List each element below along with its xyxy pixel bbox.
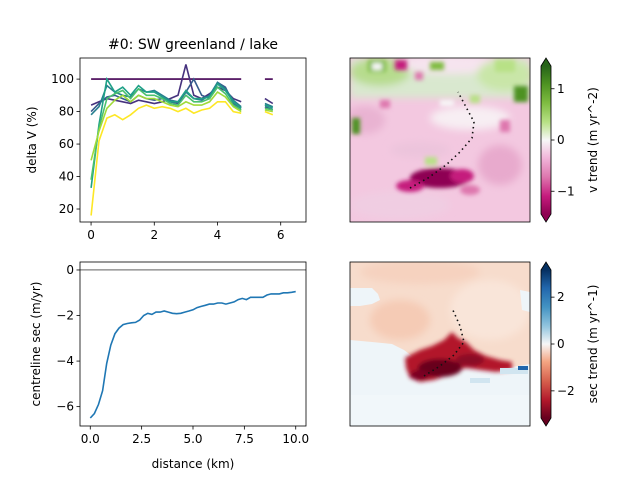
v-trend-colorbar-label: v trend (m yr^-2) — [586, 87, 600, 193]
sec-trend-centreline — [423, 307, 465, 377]
delta-v-series-4 — [90, 76, 242, 188]
centreline-y-tick-label: −2 — [56, 309, 74, 323]
v-trend-colorbar: 1 0 −1 v trend (m yr^-2) — [540, 57, 600, 223]
delta-v-ylabel: delta V (%) — [25, 107, 39, 174]
centreline-x-tick-label: 2.5 — [132, 432, 151, 446]
delta-v-y-tick-label: 40 — [59, 170, 74, 184]
centreline-y-tick-label: −4 — [56, 354, 74, 368]
v-trend-map-frame — [349, 57, 531, 223]
colorbar-tick-label: −2 — [557, 384, 575, 398]
sec-trend-colorbar-label: sec trend (m yr^-1) — [586, 285, 600, 404]
colorbar-tick-label: 0 — [557, 133, 565, 147]
v-trend-map — [350, 58, 530, 222]
delta-v-y-tick-label: 60 — [59, 137, 74, 151]
delta-v-series-group — [90, 64, 274, 216]
delta-v-series-3 — [264, 102, 274, 108]
centreline-x-tick-label: 7.5 — [235, 432, 254, 446]
sec-trend-colorbar: 2 0 −2 sec trend (m yr^-1) — [540, 261, 600, 427]
colorbar-tick-label: −1 — [557, 184, 575, 198]
sec-trend-map-frame — [349, 261, 531, 427]
delta-v-series-6 — [90, 91, 242, 161]
centreline-y-tick-label: 0 — [66, 263, 74, 277]
delta-v-series-4 — [264, 104, 274, 110]
delta-v-y-ticks: 20 40 60 80 100 — [51, 72, 80, 216]
v-trend-map-panel: 1 0 −1 v trend (m yr^-2) — [349, 57, 600, 223]
delta-v-panel: #0: SW greenland / lake 0 2 4 6 20 40 60 80 100… — [25, 37, 307, 242]
delta-v-series-5 — [90, 86, 242, 180]
delta-v-x-tick-label: 4 — [214, 228, 222, 242]
delta-v-y-tick-label: 100 — [51, 72, 74, 86]
centreline-y-tick-label: −6 — [56, 400, 74, 414]
centreline-sec-line — [89, 290, 296, 419]
delta-v-x-tick-label: 0 — [87, 228, 95, 242]
delta-v-x-ticks: 0 2 4 6 — [87, 222, 285, 242]
sec-ice-free-area — [350, 288, 380, 306]
centreline-x-tick-label: 5.0 — [183, 432, 202, 446]
centreline-sec-panel: 0.0 2.5 5.0 7.5 10.0 0 −2 −4 −6 distance (km) c… — [29, 261, 309, 471]
delta-v-y-tick-label: 20 — [59, 202, 74, 216]
centreline-y-ticks: 0 −2 −4 −6 — [56, 263, 80, 414]
colorbar-tick-label: 1 — [557, 82, 565, 96]
centreline-x-tick-label: 0.0 — [81, 432, 100, 446]
delta-v-series-7 — [264, 110, 274, 116]
sec-trend-map-panel: 2 0 −2 sec trend (m yr^-1) — [349, 261, 600, 427]
delta-v-x-tick-label: 2 — [150, 228, 158, 242]
centreline-ylabel: centreline sec (m/yr) — [29, 282, 43, 407]
sec-trend-map — [350, 262, 530, 426]
centreline-axes-frame — [79, 261, 307, 427]
colorbar-tick-label: 0 — [557, 337, 565, 351]
delta-v-series-7 — [90, 101, 242, 216]
centreline-x-ticks: 0.0 2.5 5.0 7.5 10.0 — [81, 426, 309, 446]
delta-v-series-6 — [264, 109, 273, 113]
delta-v-y-tick-label: 80 — [59, 105, 74, 119]
delta-v-series-1 — [264, 97, 274, 105]
v-trend-centreline — [409, 91, 475, 189]
delta-v-x-tick-label: 6 — [277, 228, 285, 242]
centreline-x-tick-label: 10.0 — [282, 432, 309, 446]
delta-v-axes-frame — [79, 57, 307, 223]
delta-v-series-5 — [264, 107, 273, 111]
delta-v-title: #0: SW greenland / lake — [108, 37, 278, 53]
colorbar-tick-label: 2 — [557, 290, 565, 304]
centreline-xlabel: distance (km) — [152, 457, 235, 471]
